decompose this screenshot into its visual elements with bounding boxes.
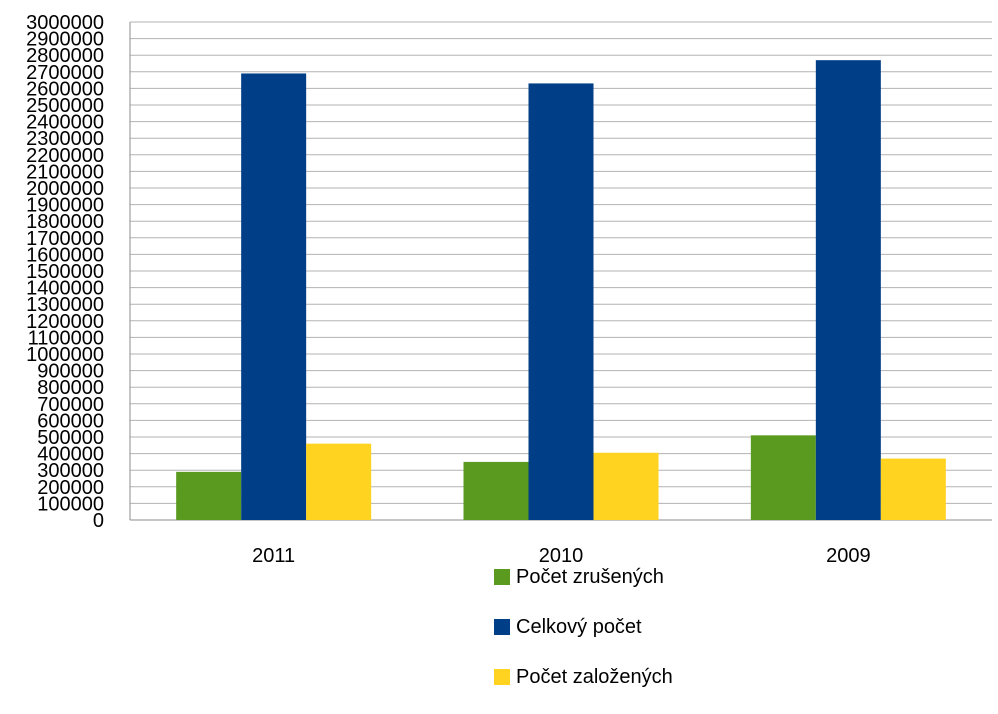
- y-tick-label: 100000: [37, 493, 104, 515]
- legend-swatch: [494, 569, 510, 585]
- bar: [176, 471, 242, 520]
- y-tick-label: 1300000: [26, 294, 104, 316]
- bar: [528, 83, 594, 521]
- x-tick-label: 2009: [826, 545, 871, 567]
- bar: [241, 73, 307, 521]
- bar: [815, 60, 881, 521]
- y-tick-label: 200000: [37, 477, 104, 499]
- y-tick-label: 1500000: [26, 261, 104, 283]
- legend-label: Počet zrušených: [516, 565, 664, 588]
- y-tick-label: 1100000: [28, 327, 104, 349]
- legend: Počet zrušených Celkový počet Počet zalo…: [494, 564, 673, 714]
- bar: [306, 443, 372, 520]
- bar: [593, 452, 659, 520]
- y-tick-label: 2100000: [26, 161, 104, 183]
- legend-swatch: [494, 619, 510, 635]
- x-tick-label: 2010: [539, 545, 584, 567]
- y-tick-label: 900000: [37, 361, 104, 383]
- bar-chart: 0100000200000300000400000500000600000700…: [26, 12, 992, 567]
- y-tick-label: 2400000: [26, 112, 104, 134]
- y-tick-label: 2900000: [26, 29, 104, 51]
- y-tick-label: 2600000: [26, 78, 104, 100]
- y-tick-label: 1800000: [26, 211, 104, 233]
- bar: [880, 458, 946, 520]
- y-tick-label: 2700000: [26, 62, 104, 84]
- y-tick-label: 800000: [37, 377, 104, 399]
- legend-swatch: [494, 669, 510, 685]
- legend-item-pocet-zrusenych: Počet zrušených: [494, 564, 673, 590]
- y-tick-label: 400000: [37, 444, 104, 466]
- y-tick-label: 2800000: [26, 45, 104, 67]
- bar: [750, 435, 816, 520]
- bar: [463, 461, 529, 520]
- y-tick-label: 2300000: [26, 128, 104, 150]
- legend-label: Počet založených: [516, 665, 673, 688]
- y-tick-label: 600000: [37, 410, 104, 432]
- y-tick-label: 1000000: [26, 344, 104, 366]
- y-tick-label: 2000000: [26, 178, 104, 200]
- y-tick-label: 1400000: [26, 278, 104, 300]
- legend-label: Celkový počet: [516, 615, 642, 638]
- y-tick-label: 3000000: [26, 12, 104, 34]
- legend-item-pocet-zalozenych: Počet založených: [494, 664, 673, 690]
- y-tick-label: 0: [93, 510, 104, 532]
- y-tick-label: 2500000: [26, 95, 104, 117]
- y-tick-label: 1700000: [26, 228, 104, 250]
- y-tick-label: 700000: [37, 394, 104, 416]
- y-tick-label: 1200000: [26, 311, 104, 333]
- x-tick-label: 2011: [252, 545, 295, 567]
- y-tick-label: 300000: [37, 460, 104, 482]
- y-tick-label: 1600000: [26, 244, 104, 266]
- legend-item-celkovy-pocet: Celkový počet: [494, 614, 673, 640]
- y-tick-label: 1900000: [26, 195, 104, 217]
- y-tick-label: 500000: [37, 427, 104, 449]
- y-tick-label: 2200000: [26, 145, 104, 167]
